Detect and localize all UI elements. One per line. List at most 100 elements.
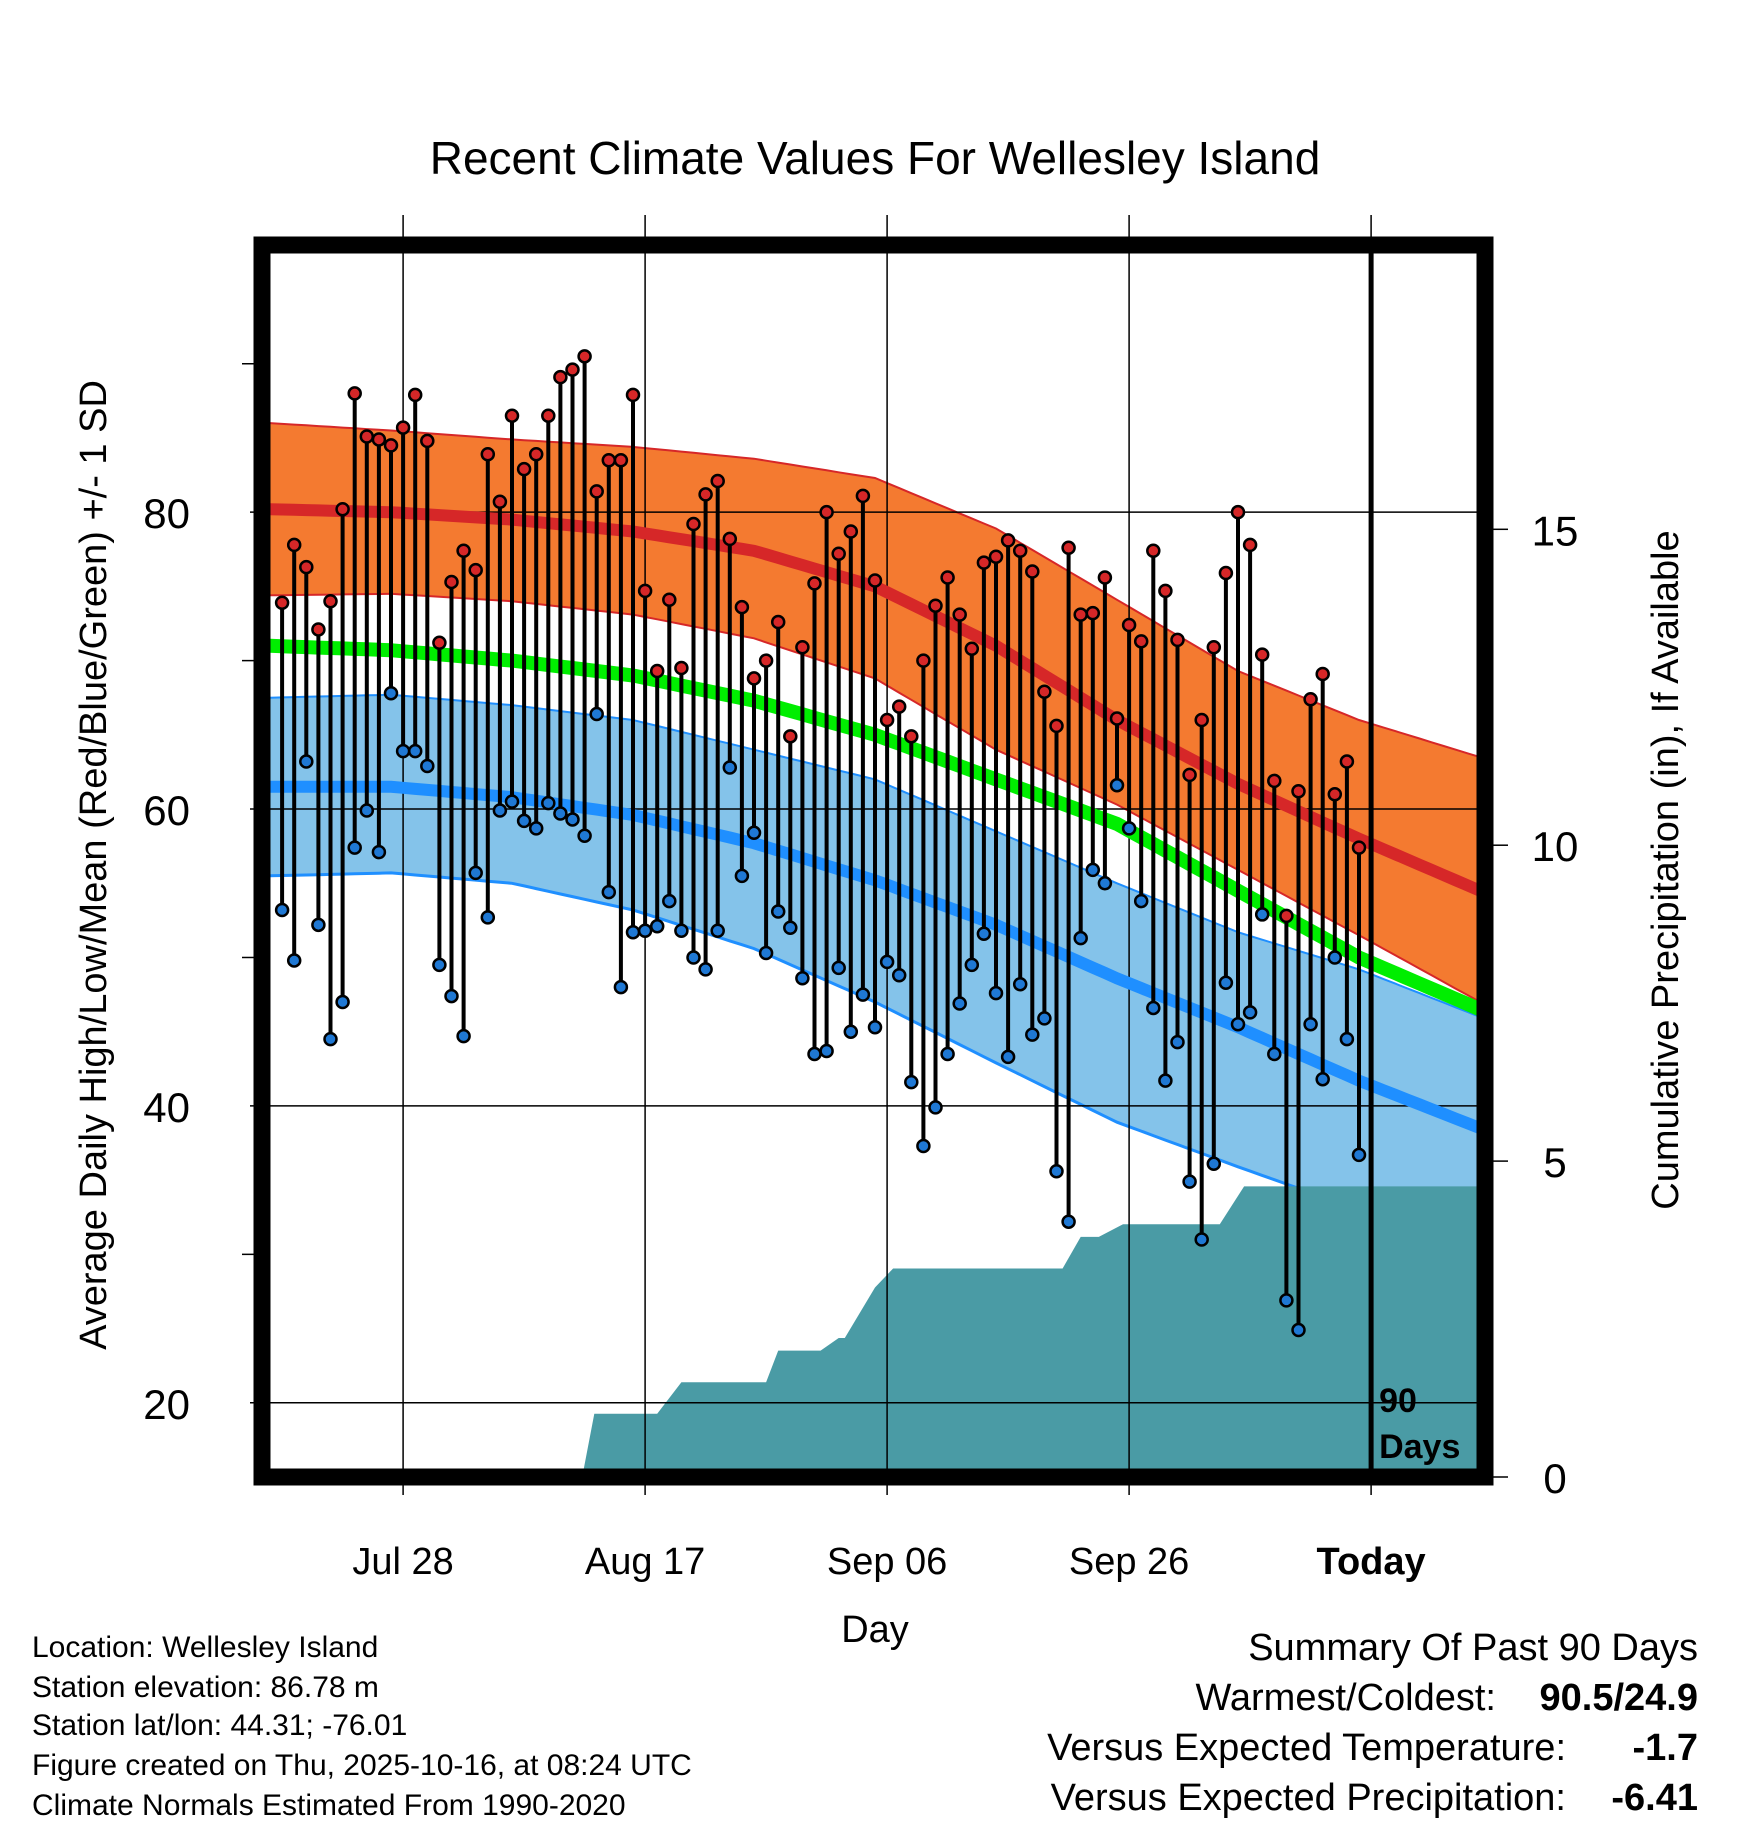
high-temp-point (347, 386, 362, 401)
low-temp-point (686, 950, 701, 965)
high-temp-point (1303, 691, 1318, 707)
high-temp-point (649, 663, 665, 679)
high-temp-point (686, 516, 701, 532)
high-temp-point (1049, 718, 1064, 734)
high-temp-point (1133, 634, 1149, 649)
high-temp-point (286, 537, 302, 553)
high-temp-point (819, 504, 834, 520)
low-temp-point (274, 902, 290, 918)
precip-tick-label-5: 5 (1543, 1139, 1566, 1186)
high-temp-point (698, 487, 713, 502)
high-temp-point (843, 524, 859, 539)
low-temp-point (1267, 1046, 1282, 1062)
high-temp-point (746, 671, 762, 686)
high-temp-point (904, 729, 919, 744)
low-temp-point (601, 884, 617, 900)
high-temp-point (1182, 767, 1197, 783)
low-temp-point (722, 760, 738, 775)
high-temp-point (299, 559, 314, 575)
low-temp-point (770, 904, 786, 919)
summary-temp-label: Versus Expected Temperature: (1047, 1727, 1566, 1769)
high-temp-point (1170, 632, 1185, 648)
days-label-number: 90 (1379, 1382, 1417, 1420)
low-temp-point (420, 758, 435, 774)
high-temp-point (928, 598, 943, 613)
high-temp-point (783, 729, 798, 744)
high-temp-point (577, 349, 592, 364)
low-temp-point (577, 828, 592, 844)
x-tick-label: Sep 06 (827, 1541, 947, 1583)
high-temp-point (613, 452, 629, 468)
high-temp-point (1230, 504, 1246, 520)
high-temp-point (1085, 605, 1101, 621)
low-temp-point (395, 743, 411, 759)
low-temp-point (371, 844, 387, 860)
high-temp-point (625, 387, 641, 403)
info-elevation: Station elevation: 86.78 m (32, 1671, 379, 1704)
low-temp-point (843, 1024, 859, 1039)
low-temp-point (1254, 907, 1270, 922)
low-temp-point (637, 923, 653, 939)
high-temp-point (1194, 712, 1209, 728)
precip-tick-label-15: 15 (1532, 507, 1579, 554)
high-temp-point (879, 712, 895, 728)
high-temp-point (420, 433, 435, 449)
precip-tick-label-0: 0 (1543, 1455, 1566, 1502)
chart-title: Recent Climate Values For Wellesley Isla… (430, 132, 1321, 184)
high-temp-point (758, 653, 774, 668)
low-temp-point (1012, 976, 1028, 992)
low-temp-point (456, 1028, 471, 1044)
low-temp-point (1303, 1017, 1318, 1032)
high-temp-point (734, 599, 750, 615)
low-temp-point (1291, 1322, 1306, 1338)
low-temp-point (1182, 1174, 1197, 1189)
low-temp-point (589, 706, 604, 722)
low-temp-point (407, 743, 423, 759)
low-temp-point (964, 957, 980, 973)
high-temp-point (674, 660, 689, 676)
high-temp-point (1121, 617, 1137, 633)
low-temp-point (1097, 876, 1113, 891)
summary-precip-label: Versus Expected Precipitation: (1051, 1777, 1566, 1819)
high-temp-point (323, 593, 338, 609)
low-temp-point (1242, 1005, 1258, 1020)
low-temp-point (625, 924, 641, 940)
high-temp-point (1327, 786, 1343, 802)
summary-warmest-coldest-label: Warmest/Coldest: (1195, 1677, 1496, 1719)
low-temp-point (516, 813, 532, 829)
high-temp-point (1037, 684, 1052, 700)
low-temp-point (807, 1046, 822, 1062)
low-temp-point (649, 919, 665, 934)
low-temp-point (613, 979, 629, 995)
low-temp-point (916, 1138, 931, 1154)
low-temp-point (1158, 1073, 1173, 1088)
high-temp-point (1315, 666, 1330, 682)
high-temp-point (589, 484, 604, 499)
low-temp-point (904, 1074, 919, 1090)
low-temp-point (1194, 1232, 1209, 1247)
high-temp-point (565, 362, 580, 377)
high-temp-point (795, 640, 810, 655)
summary-title: Summary Of Past 90 Days (1248, 1627, 1698, 1669)
low-temp-point (891, 968, 907, 983)
y-axis-label-right: Cumulative Precipitation (in), If Availa… (1645, 530, 1687, 1209)
low-temp-point (299, 754, 314, 769)
low-temp-point (819, 1043, 834, 1059)
y-axis-label-left: Average Daily High/Low/Mean (Red/Blue/Gr… (73, 380, 115, 1350)
high-temp-point (492, 494, 508, 510)
x-tick-label: Jul 28 (352, 1541, 453, 1583)
low-temp-point (734, 868, 750, 884)
low-temp-point (504, 794, 520, 809)
high-temp-point (432, 635, 447, 651)
low-temp-point (879, 954, 895, 970)
info-normals: Climate Normals Estimated From 1990-2020 (32, 1789, 626, 1822)
high-temp-point (710, 473, 725, 489)
summary-warmest-coldest-value: 90.5/24.9 (1540, 1677, 1698, 1719)
low-temp-point (988, 985, 1004, 1001)
low-temp-point (1025, 1027, 1040, 1042)
low-temp-point (1315, 1071, 1330, 1087)
high-temp-point (407, 387, 423, 403)
low-temp-point (867, 1019, 883, 1035)
low-temp-point (359, 803, 375, 818)
